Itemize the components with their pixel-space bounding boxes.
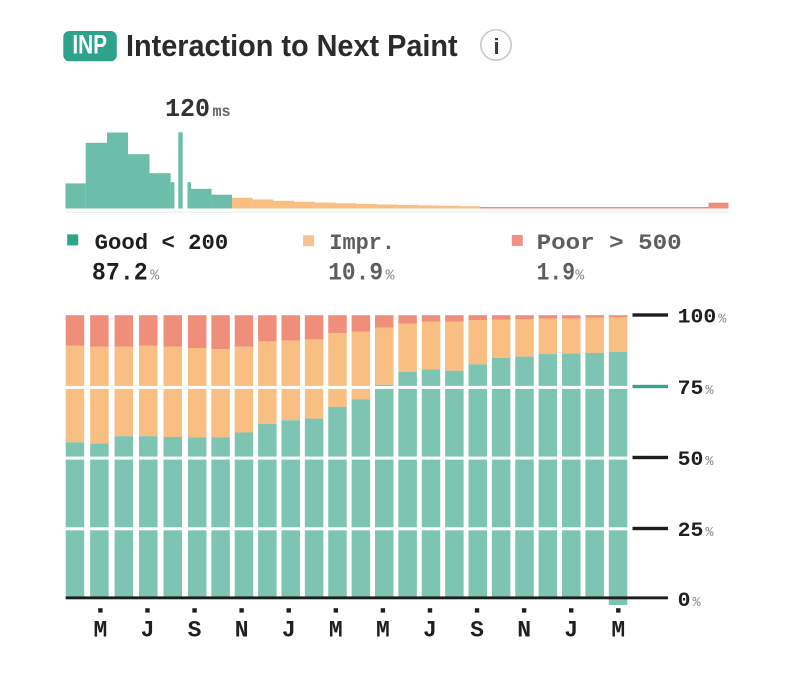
svg-text:Poor > 500: Poor > 500: [537, 231, 682, 256]
svg-text:%: %: [705, 526, 714, 541]
svg-text:%: %: [150, 268, 160, 285]
svg-text:J: J: [282, 618, 296, 644]
svg-text:1.9: 1.9: [537, 259, 575, 288]
svg-text:Good < 200: Good < 200: [95, 231, 229, 256]
svg-text:J: J: [564, 618, 578, 644]
svg-text:M: M: [376, 618, 390, 644]
svg-text:Impr.: Impr.: [329, 231, 395, 256]
svg-text:N: N: [517, 618, 531, 644]
svg-text:%: %: [718, 313, 727, 328]
svg-text:M: M: [93, 618, 107, 644]
svg-text:50: 50: [678, 449, 704, 472]
svg-text:%: %: [386, 268, 396, 285]
svg-text:%: %: [705, 384, 714, 399]
svg-text:i: i: [493, 34, 499, 59]
svg-text:87.2: 87.2: [92, 259, 148, 288]
svg-text:J: J: [141, 618, 155, 644]
svg-text:INP: INP: [72, 29, 107, 59]
svg-text:Interaction to Next Paint: Interaction to Next Paint: [126, 28, 458, 63]
svg-text:%: %: [693, 596, 702, 611]
svg-text:S: S: [470, 618, 484, 644]
svg-text:J: J: [423, 618, 437, 644]
svg-text:S: S: [188, 618, 202, 644]
svg-text:10.9: 10.9: [328, 259, 383, 288]
svg-text:75: 75: [678, 378, 704, 401]
svg-text:100: 100: [678, 307, 717, 330]
svg-text:ms: ms: [213, 103, 231, 121]
svg-text:M: M: [611, 618, 625, 644]
svg-text:0: 0: [678, 590, 691, 613]
svg-text:120: 120: [165, 94, 210, 124]
svg-text:%: %: [575, 268, 585, 285]
svg-text:M: M: [329, 618, 343, 644]
svg-text:N: N: [235, 618, 249, 644]
svg-text:%: %: [705, 455, 714, 470]
svg-text:25: 25: [678, 520, 704, 543]
